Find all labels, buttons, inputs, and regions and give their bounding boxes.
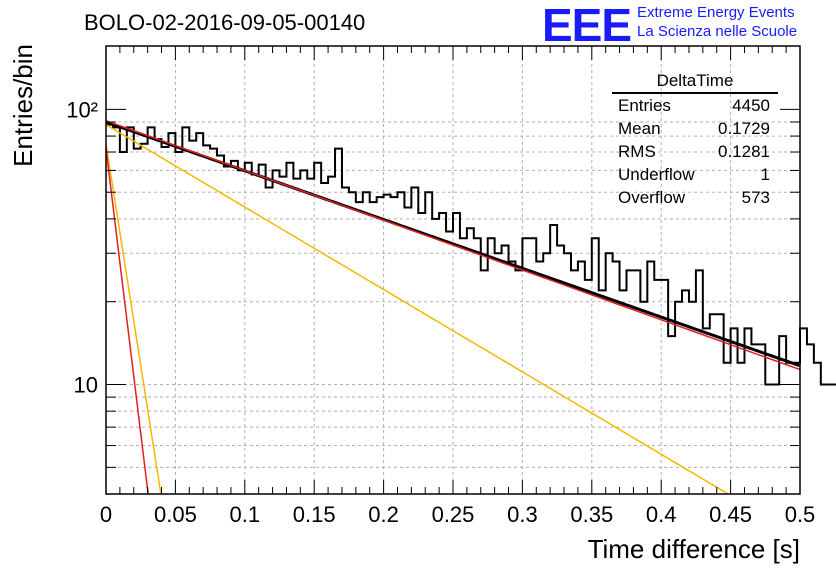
- fit-curve: [105, 148, 149, 495]
- x-tick-label: 0: [100, 502, 112, 527]
- stats-value: 0.1729: [718, 119, 770, 138]
- x-tick-label: 0.3: [507, 502, 538, 527]
- axis-ticks: [105, 46, 801, 494]
- stats-value: 1: [760, 165, 770, 184]
- logo-line-1: Extreme Energy Events: [637, 4, 795, 21]
- fit-curve: [105, 119, 801, 371]
- x-tick-label: 0.35: [570, 502, 613, 527]
- histogram-title: BOLO-02-2016-09-05-00140: [84, 10, 366, 35]
- stats-label: Underflow: [618, 165, 695, 184]
- stats-value: 4450: [732, 96, 770, 115]
- fit-curve: [105, 143, 162, 495]
- x-axis-label: Time difference [s]: [588, 534, 800, 564]
- x-tick-label: 0.2: [368, 502, 399, 527]
- stats-row: Entries 4450: [612, 94, 778, 117]
- logo-line-2: La Scienza nelle Scuole: [637, 23, 798, 40]
- stats-value: 573: [741, 188, 770, 207]
- histogram-outline: [106, 123, 836, 386]
- stats-value: 0.1281: [718, 142, 770, 161]
- fit-curve: [105, 124, 729, 495]
- x-tick-label: 0.4: [646, 502, 677, 527]
- eee-logo: EEE: [542, 0, 632, 51]
- stats-row: Overflow 573: [612, 186, 778, 209]
- x-tick-label: 0.05: [154, 502, 197, 527]
- y-tick-label: 10²: [66, 97, 98, 122]
- stats-box: DeltaTime Entries 4450 Mean 0.1729 RMS 0.1281…: [612, 71, 778, 209]
- y-axis-label: Entries/bin: [8, 44, 38, 167]
- stats-row: Mean 0.1729: [612, 117, 778, 140]
- stats-label: Entries: [618, 96, 671, 115]
- stats-label: RMS: [618, 142, 656, 161]
- fit-curves: [105, 119, 801, 495]
- stats-row: Underflow 1: [612, 163, 778, 186]
- x-tick-label: 0.1: [230, 502, 261, 527]
- x-tick-label: 0.45: [709, 502, 752, 527]
- stats-row: RMS 0.1281: [612, 140, 778, 163]
- stats-title: DeltaTime: [612, 71, 778, 94]
- histogram-bins: [106, 123, 836, 386]
- stats-label: Mean: [618, 119, 661, 138]
- x-tick-label: 0.5: [785, 502, 816, 527]
- y-tick-label: 10: [74, 373, 98, 398]
- x-tick-label: 0.15: [293, 502, 336, 527]
- grid-lines: [106, 46, 800, 494]
- x-tick-label: 0.25: [432, 502, 475, 527]
- tick-labels: 0 0.05 0.1 0.15 0.2 0.25 0.3 0.35 0.4 0.45 0.51010…: [66, 97, 815, 527]
- stats-label: Overflow: [618, 188, 686, 207]
